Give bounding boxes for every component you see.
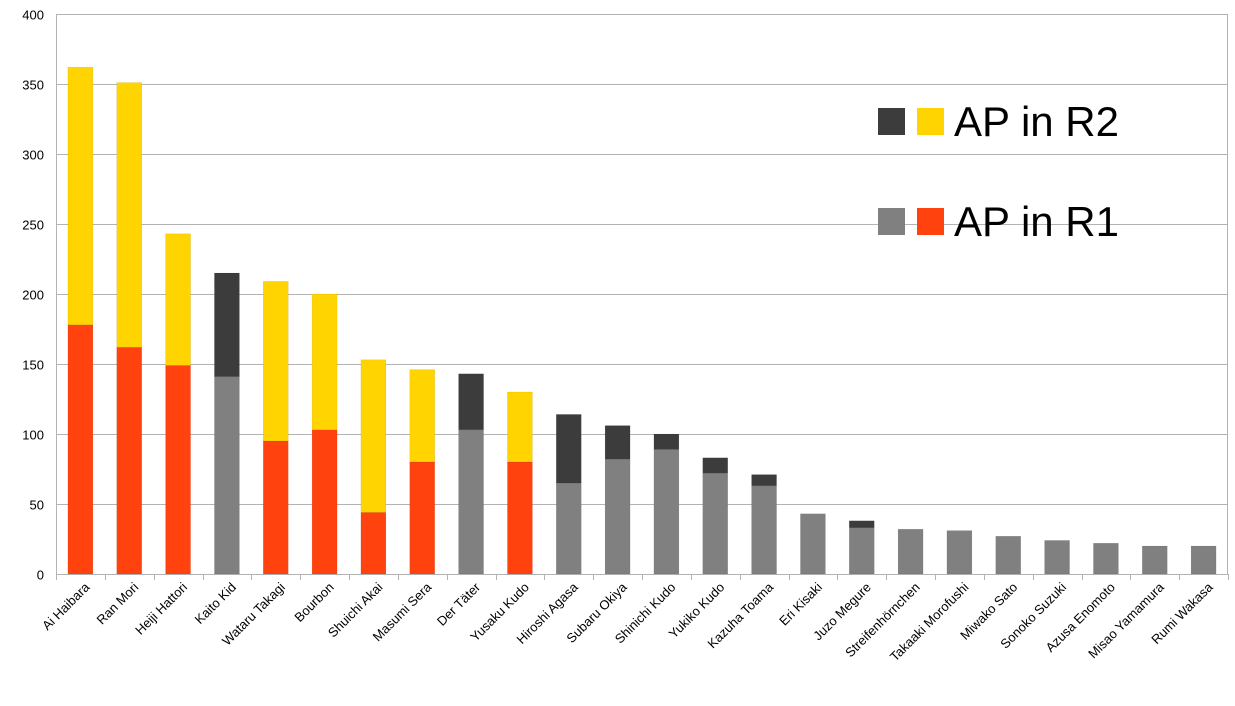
gridlines bbox=[56, 14, 1229, 580]
bar-r1 bbox=[1093, 542, 1119, 575]
y-tick-label: 250 bbox=[22, 218, 44, 233]
legend-label-r2: AP in R2 bbox=[954, 98, 1119, 145]
y-tick-label: 350 bbox=[22, 78, 44, 93]
bar-r1 bbox=[751, 485, 777, 575]
bar-r1 bbox=[1190, 545, 1217, 575]
x-tick-label: Eri Kisaki bbox=[776, 579, 825, 628]
bar-r1 bbox=[458, 429, 484, 575]
x-tick-label: Kaito Kid bbox=[192, 580, 239, 627]
x-tick-label: Heiji Hattori bbox=[132, 579, 190, 637]
bar-r1 bbox=[995, 535, 1021, 575]
x-tick-label: Ran Mori bbox=[93, 579, 141, 627]
bar-r1 bbox=[507, 461, 533, 575]
bar-r1 bbox=[116, 346, 142, 575]
y-axis-tick-labels: 0 50 100 150 200 250 300 350 400 bbox=[22, 8, 44, 583]
bar-r2 bbox=[751, 474, 777, 487]
legend-swatch-r2-yellow bbox=[917, 108, 944, 135]
bar-r2 bbox=[702, 457, 728, 474]
bar-r1 bbox=[311, 429, 338, 575]
bar-r2 bbox=[556, 414, 582, 484]
y-tick-label: 100 bbox=[22, 428, 44, 443]
bar-r2 bbox=[507, 391, 533, 463]
y-tick-label: 0 bbox=[37, 568, 44, 583]
x-tick-label: Bourbon bbox=[291, 580, 336, 625]
bar-r2 bbox=[214, 272, 240, 377]
bar-r2 bbox=[67, 66, 94, 326]
bar-r1 bbox=[165, 365, 191, 575]
bar-r2 bbox=[409, 369, 435, 463]
bar-r2 bbox=[360, 359, 387, 513]
legend-swatch-r1-gray bbox=[878, 208, 905, 235]
bar-r1 bbox=[360, 512, 387, 575]
legend-swatch-r1-red bbox=[917, 208, 944, 235]
bar-r1 bbox=[897, 528, 924, 575]
y-tick-label: 200 bbox=[22, 288, 44, 303]
legend: AP in R2 AP in R1 bbox=[878, 98, 1119, 245]
bar-r1 bbox=[604, 458, 631, 575]
bar-r2 bbox=[311, 293, 338, 431]
bar-r1 bbox=[556, 482, 582, 575]
bar-r1 bbox=[946, 530, 973, 575]
bar-r1 bbox=[214, 376, 240, 575]
bars bbox=[67, 66, 1217, 575]
x-tick-label: Ai Haibara bbox=[39, 579, 93, 633]
bar-r2 bbox=[165, 233, 191, 366]
y-tick-label: 50 bbox=[30, 498, 44, 513]
bar-r2 bbox=[653, 433, 680, 450]
bar-r1 bbox=[409, 461, 435, 575]
bar-r2 bbox=[604, 425, 631, 460]
bar-r1 bbox=[702, 472, 728, 575]
legend-swatch-r2-dark bbox=[878, 108, 905, 135]
y-tick-label: 150 bbox=[22, 358, 44, 373]
bar-r2 bbox=[458, 373, 484, 431]
y-tick-label: 300 bbox=[22, 148, 44, 163]
bar-r2 bbox=[849, 520, 875, 529]
bar-r1 bbox=[849, 527, 875, 575]
bar-r1 bbox=[1142, 545, 1168, 575]
bar-r1 bbox=[800, 513, 826, 575]
bar-r1 bbox=[1044, 540, 1070, 575]
y-tick-label: 400 bbox=[22, 8, 44, 23]
bar-r2 bbox=[116, 82, 142, 348]
bar-r1 bbox=[653, 449, 680, 575]
bar-r2 bbox=[263, 281, 289, 442]
x-tick-label: Der Täter bbox=[434, 579, 484, 629]
legend-label-r1: AP in R1 bbox=[954, 198, 1119, 245]
bar-r1 bbox=[67, 324, 94, 575]
bar-r1 bbox=[263, 440, 289, 575]
